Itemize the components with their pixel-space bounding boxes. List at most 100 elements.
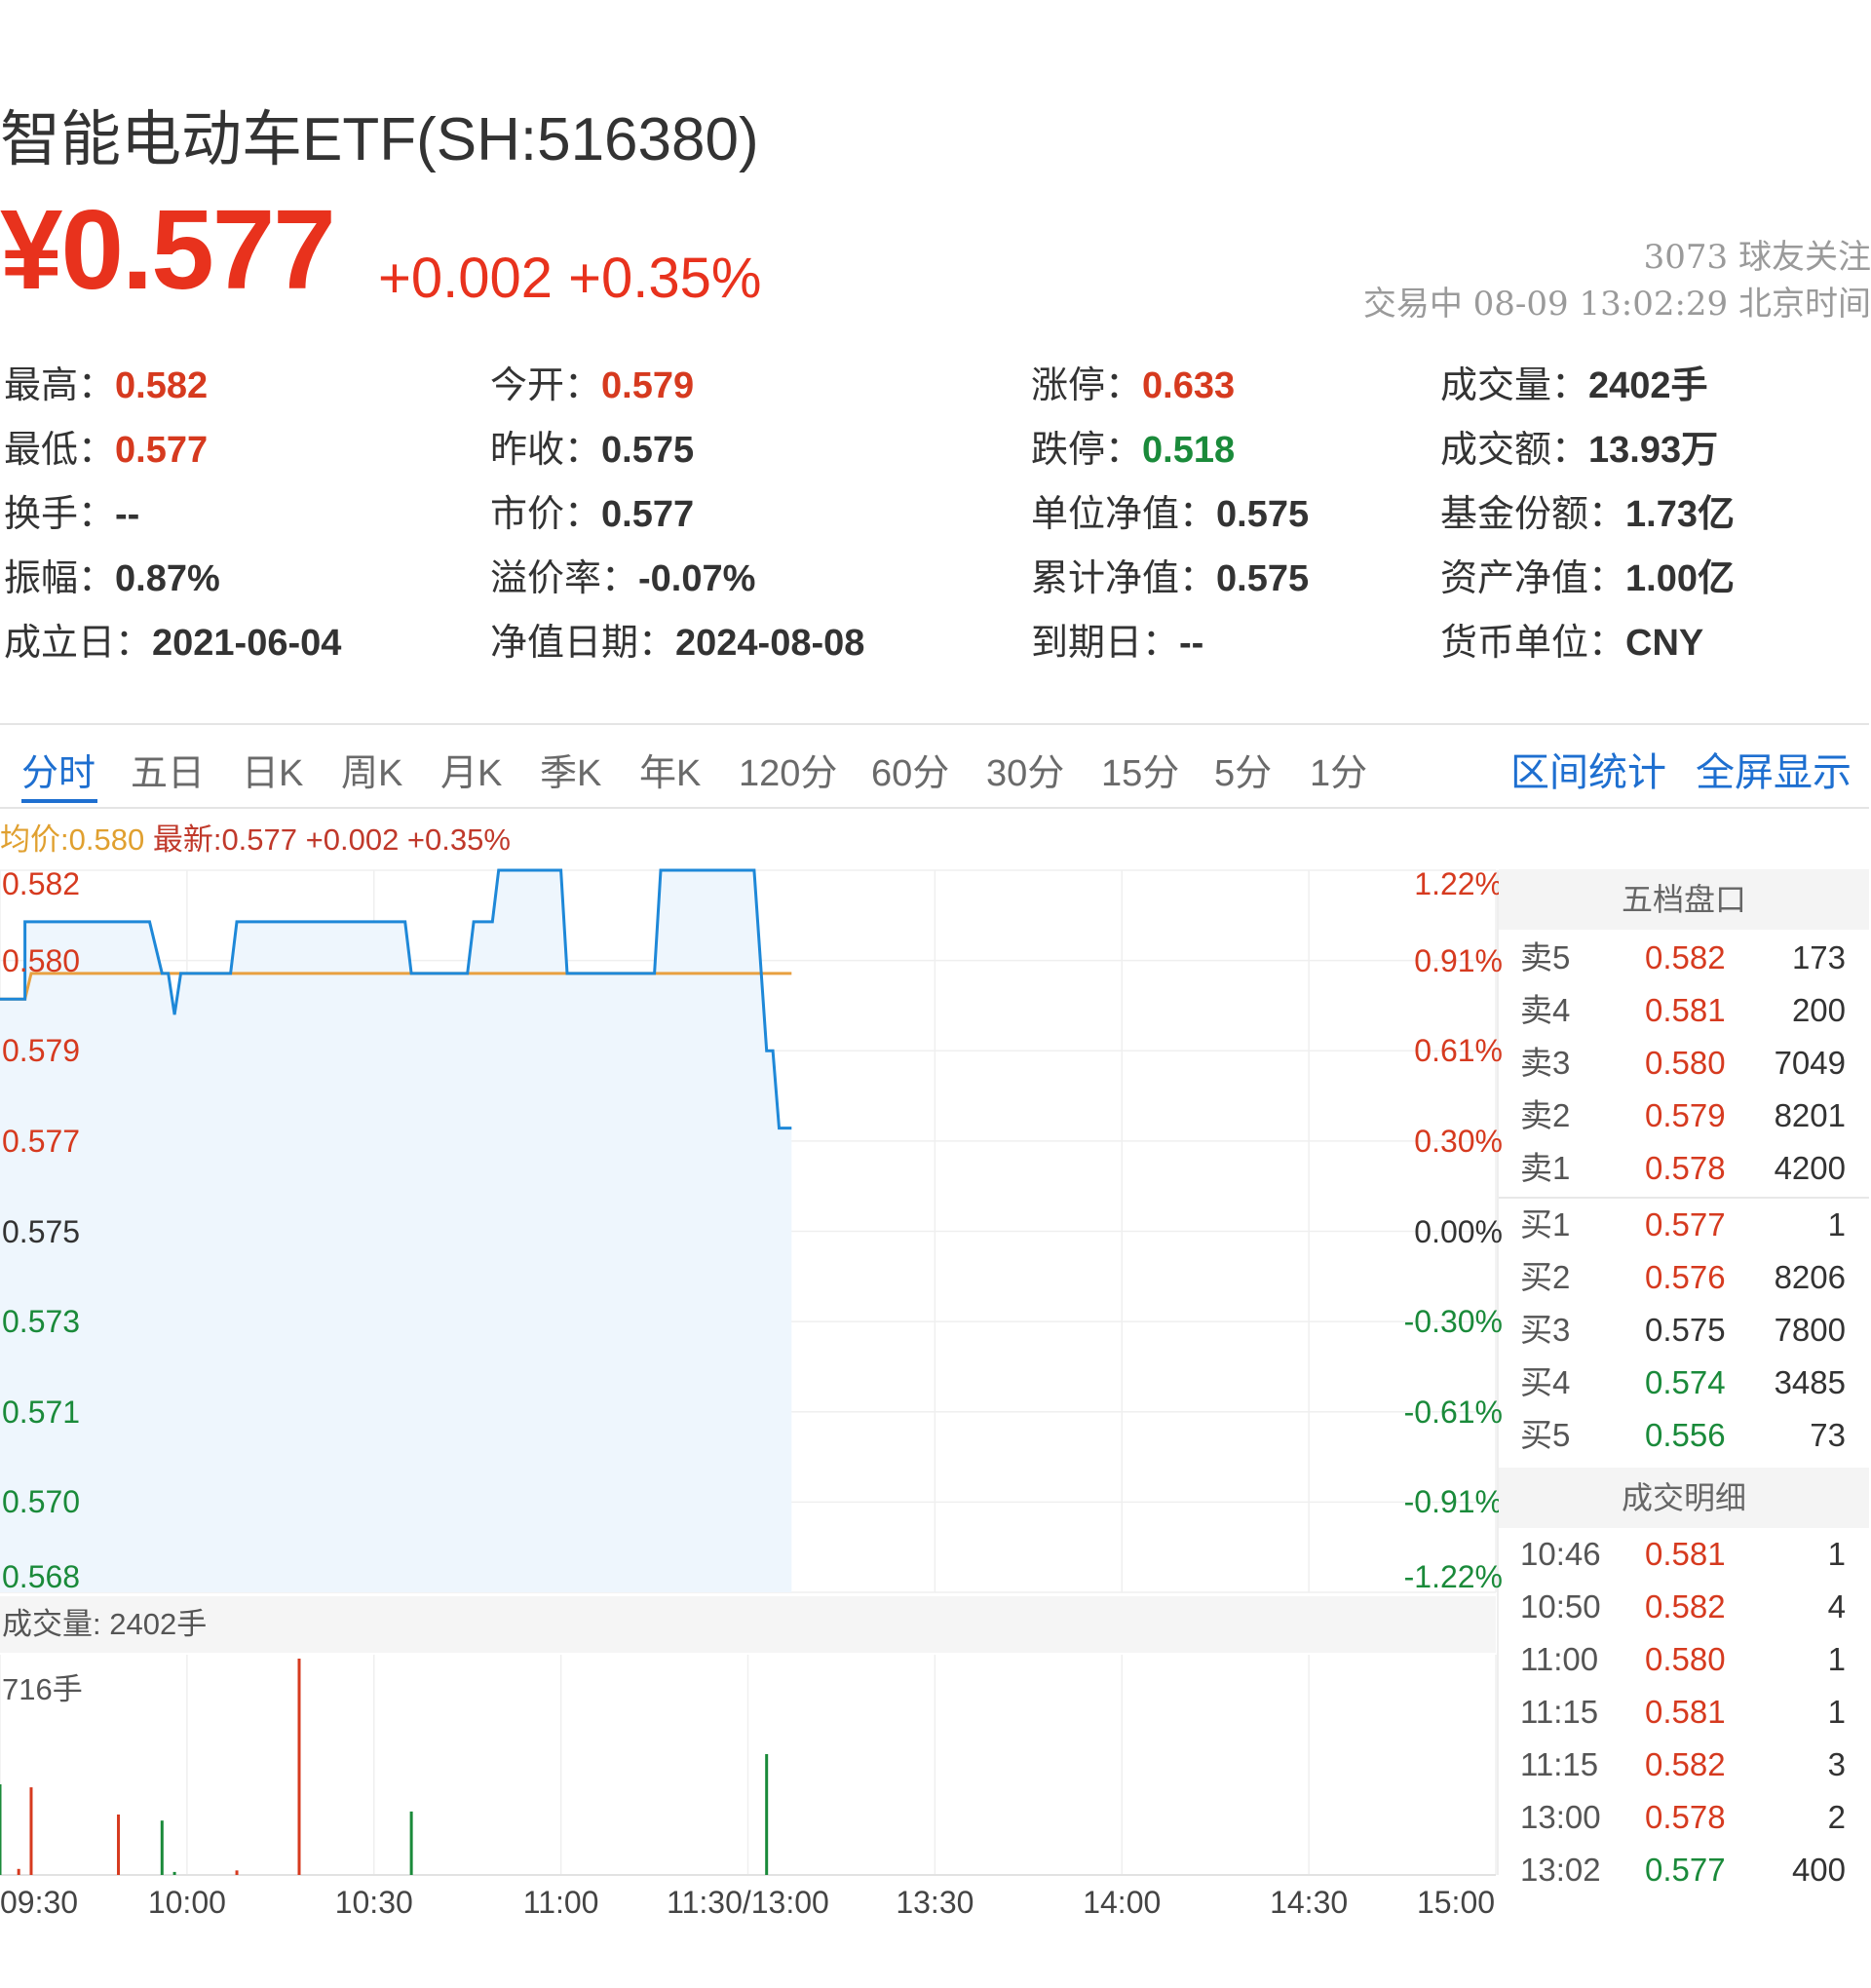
tab-8[interactable]: 60分 xyxy=(871,753,950,794)
trade-price: 0.577 xyxy=(1645,1852,1726,1888)
trade-row: 13:00 0.578 2 xyxy=(1499,1791,1869,1844)
tab-11[interactable]: 5分 xyxy=(1214,753,1273,794)
ask-volume: 7049 xyxy=(1774,1045,1846,1081)
bid-row: 买2 0.576 8206 xyxy=(1499,1251,1869,1304)
stat-value: 0.579 xyxy=(601,365,695,406)
avg-price-legend: 均价:0.580 xyxy=(0,822,145,857)
page-title: 智能电动车ETF(SH:516380) xyxy=(0,106,759,173)
stat-item: 资产净值：1.00亿 xyxy=(1440,548,1735,601)
ask-price: 0.578 xyxy=(1645,1150,1726,1186)
trades-title: 成交明细 xyxy=(1499,1468,1869,1528)
bid-label: 买4 xyxy=(1520,1364,1571,1400)
stat-item: 今开：0.579 xyxy=(490,355,694,408)
order-book-divider xyxy=(1499,1197,1869,1199)
y-tick-right: -0.61% xyxy=(1403,1394,1503,1430)
stat-value: 0.87% xyxy=(115,558,220,599)
trade-time: 10:46 xyxy=(1520,1536,1601,1572)
stat-item: 累计净值：0.575 xyxy=(1031,548,1309,601)
stat-label: 涨停： xyxy=(1031,365,1143,406)
stat-value: 2021-06-04 xyxy=(152,623,342,664)
interval-stats-button[interactable]: 区间统计 xyxy=(1510,751,1666,794)
tab-0[interactable]: 分时 xyxy=(21,743,97,803)
trade-row: 11:00 0.580 1 xyxy=(1499,1633,1869,1686)
chart-legend: 均价:0.580 最新:0.577 +0.002 +0.35% xyxy=(0,815,511,859)
y-tick-left: 0.568 xyxy=(2,1559,81,1594)
bid-row: 买1 0.577 1 xyxy=(1499,1199,1869,1251)
trade-row: 11:15 0.581 1 xyxy=(1499,1686,1869,1739)
stat-item: 昨收：0.575 xyxy=(490,419,694,473)
y-tick-left: 0.577 xyxy=(2,1123,81,1159)
ask-label: 卖4 xyxy=(1520,992,1571,1028)
x-tick: 10:00 xyxy=(147,1885,226,1920)
price-area xyxy=(0,870,792,1592)
chart-tabs-bar: 分时 五日 日K 周K 月K 季K 年K 120分 60分 30分 15分 5分 1分 区间统计 全屏显示 xyxy=(0,723,1869,809)
order-book-title: 五档盘口 xyxy=(1499,869,1869,930)
trade-time: 13:00 xyxy=(1520,1799,1601,1835)
stat-value: 0.575 xyxy=(1216,494,1310,535)
trade-volume: 1 xyxy=(1827,1641,1846,1677)
fullscreen-button[interactable]: 全屏显示 xyxy=(1696,751,1852,794)
tab-9[interactable]: 30分 xyxy=(986,753,1065,794)
volume-bar xyxy=(29,1787,33,1875)
trade-volume: 400 xyxy=(1791,1852,1846,1888)
stat-label: 成交量： xyxy=(1440,365,1589,406)
tab-3[interactable]: 周K xyxy=(341,753,403,794)
trade-volume: 4 xyxy=(1827,1588,1846,1625)
tab-1[interactable]: 五日 xyxy=(131,753,206,794)
volume-bar xyxy=(765,1753,769,1875)
ask-label: 卖1 xyxy=(1520,1150,1571,1186)
stat-label: 成交额： xyxy=(1440,430,1589,471)
tab-5[interactable]: 季K xyxy=(540,753,602,794)
x-tick: 09:30 xyxy=(0,1885,79,1920)
y-tick-right: 0.61% xyxy=(1414,1033,1503,1069)
volume-bar xyxy=(160,1820,164,1875)
tab-4[interactable]: 月K xyxy=(440,753,503,794)
trade-price: 0.581 xyxy=(1645,1694,1726,1730)
bid-row: 买5 0.556 73 xyxy=(1499,1409,1869,1462)
trade-time: 10:50 xyxy=(1520,1588,1601,1625)
stat-value: 2402手 xyxy=(1588,365,1708,406)
volume-bar xyxy=(17,1868,20,1875)
volume-bar xyxy=(0,1783,2,1875)
y-tick-left: 0.575 xyxy=(2,1213,81,1249)
trade-volume: 1 xyxy=(1827,1536,1846,1572)
followers-count[interactable]: 3073 球友关注 xyxy=(1643,238,1871,277)
tab-12[interactable]: 1分 xyxy=(1310,753,1368,794)
latest-price-legend: 最新:0.577 +0.002 +0.35% xyxy=(152,822,511,857)
tab-10[interactable]: 15分 xyxy=(1101,753,1180,794)
stat-value: 0.577 xyxy=(115,430,209,471)
trade-volume: 2 xyxy=(1827,1799,1846,1835)
price-line xyxy=(0,868,792,1130)
ask-row: 卖2 0.579 8201 xyxy=(1499,1090,1869,1142)
trade-time: 11:00 xyxy=(1520,1641,1599,1677)
stat-label: 净值日期： xyxy=(490,623,676,664)
volume-bar xyxy=(117,1814,121,1875)
stat-item: 净值日期：2024-08-08 xyxy=(490,612,864,666)
trade-time: 13:02 xyxy=(1520,1852,1601,1888)
ask-row: 卖1 0.578 4200 xyxy=(1499,1142,1869,1195)
y-tick-left: 0.580 xyxy=(2,942,81,978)
tab-2[interactable]: 日K xyxy=(242,753,304,794)
stat-item: 成立日：2021-06-04 xyxy=(4,612,341,666)
x-tick: 14:30 xyxy=(1270,1885,1349,1920)
stat-value: 0.575 xyxy=(1216,558,1310,599)
ask-volume: 4200 xyxy=(1774,1150,1846,1186)
tab-7[interactable]: 120分 xyxy=(739,753,838,794)
trade-price: 0.580 xyxy=(1645,1641,1726,1677)
y-tick-right: -1.22% xyxy=(1403,1559,1503,1594)
stat-value: 13.93万 xyxy=(1588,430,1719,471)
stat-label: 溢价率： xyxy=(490,558,639,599)
stat-item: 到期日：-- xyxy=(1031,612,1203,666)
volume-bar xyxy=(172,1871,176,1875)
ask-price: 0.579 xyxy=(1645,1097,1726,1133)
volume-header: 成交量: 2402手 xyxy=(0,1596,1496,1653)
stat-label: 最高： xyxy=(4,365,116,406)
tab-6[interactable]: 年K xyxy=(639,753,702,794)
x-tick: 14:00 xyxy=(1083,1885,1162,1920)
y-tick-left: 0.570 xyxy=(2,1484,81,1520)
stat-label: 昨收： xyxy=(490,430,602,471)
stat-item: 最高：0.582 xyxy=(4,355,208,408)
stat-item: 最低：0.577 xyxy=(4,419,208,473)
bid-volume: 7800 xyxy=(1774,1312,1846,1348)
